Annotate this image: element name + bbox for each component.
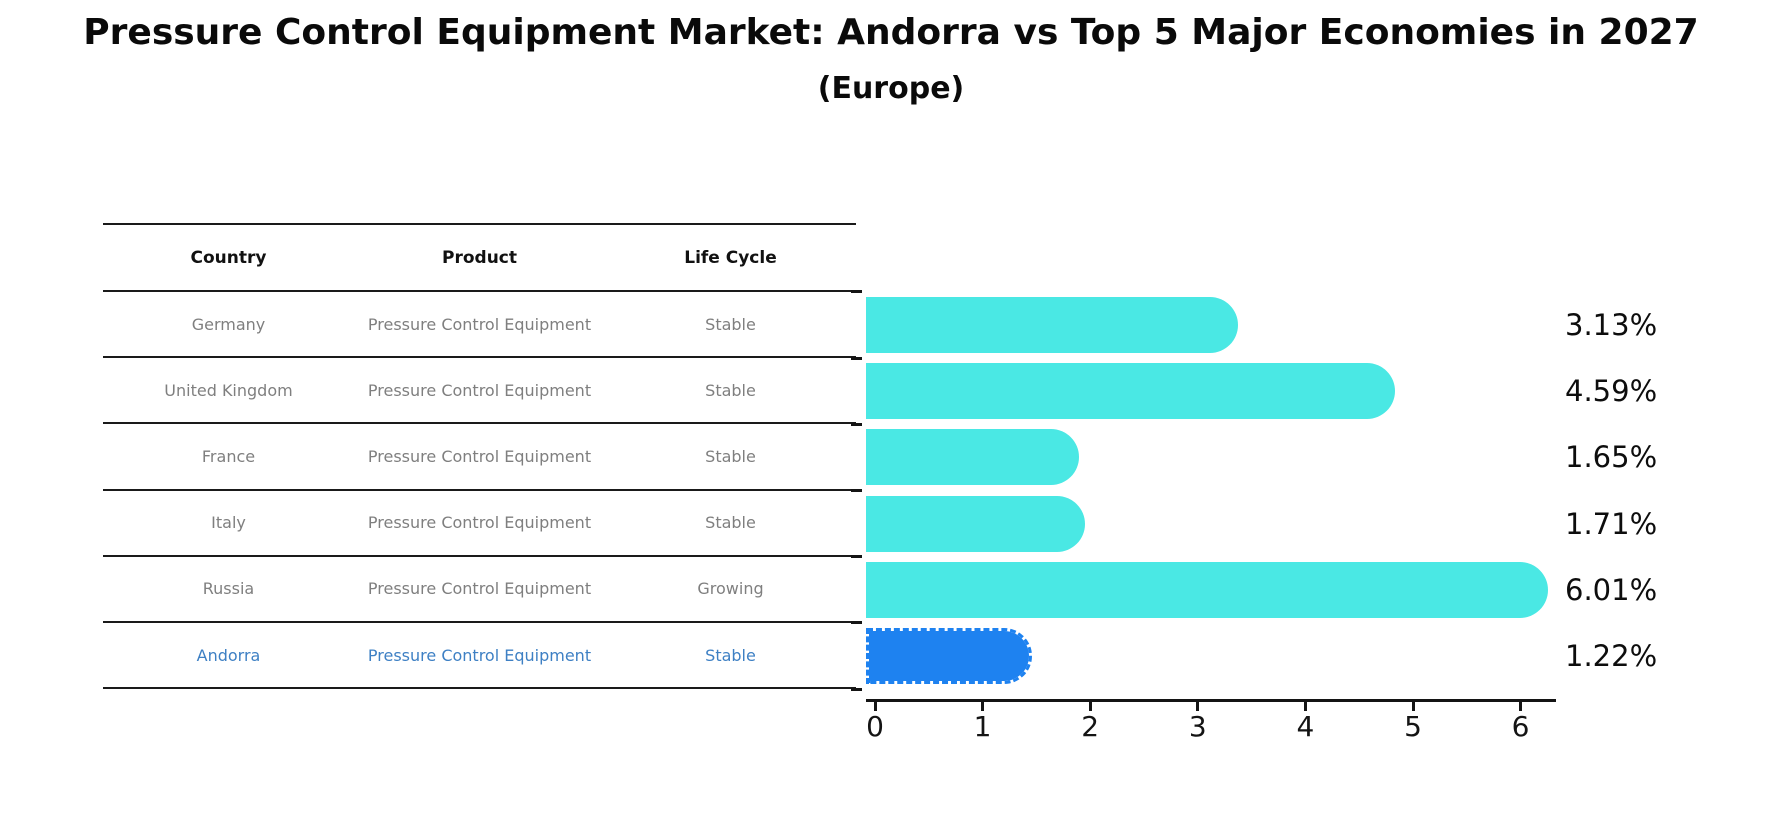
country-table: Country Product Life Cycle Germany Press… <box>103 223 856 690</box>
x-tick-mark <box>1088 699 1092 711</box>
y-tick-mark <box>851 290 862 294</box>
value-label: 3.13% <box>1565 308 1658 342</box>
x-tick-label: 2 <box>1081 710 1100 743</box>
country-cell: France <box>201 446 256 466</box>
bar-russia <box>866 561 1548 618</box>
value-label: 1.22% <box>1565 639 1658 673</box>
y-tick-mark <box>851 489 862 492</box>
country-cell: Russia <box>202 579 255 599</box>
y-tick-mark <box>851 356 862 360</box>
table-row: Russia Pressure Control Equipment Growin… <box>103 557 856 623</box>
life-cycle-cell: Stable <box>705 314 756 334</box>
country-cell: Italy <box>211 513 246 533</box>
bar-germany <box>866 297 1238 353</box>
column-header-country: Country <box>190 247 267 268</box>
table-row: France Pressure Control Equipment Stable <box>103 424 856 491</box>
country-cell: Germany <box>191 314 266 334</box>
x-tick-label: 4 <box>1296 710 1315 743</box>
x-tick-label: 0 <box>866 710 884 743</box>
bar-italy <box>866 495 1085 552</box>
table-row: Germany Pressure Control Equipment Stabl… <box>103 292 856 359</box>
life-cycle-cell: Stable <box>705 645 756 665</box>
y-tick-mark <box>851 422 862 426</box>
y-tick-mark <box>851 555 862 559</box>
column-header-product: Product <box>442 247 517 268</box>
bar-france <box>866 429 1079 486</box>
product-cell: Pressure Control Equipment <box>367 645 592 665</box>
country-cell: Andorra <box>196 645 261 665</box>
table-row-andorra-highlighted: Andorra Pressure Control Equipment Stabl… <box>103 623 856 690</box>
country-cell: United Kingdom <box>164 380 293 400</box>
life-cycle-cell: Stable <box>705 513 756 533</box>
table-row: Italy Pressure Control Equipment Stable <box>103 491 856 557</box>
x-tick-mark <box>873 699 877 711</box>
x-tick-mark <box>1519 699 1523 711</box>
value-label: 1.71% <box>1565 506 1658 541</box>
x-tick-label: 6 <box>1511 710 1530 743</box>
column-header-lifecycle: Life Cycle <box>684 247 777 268</box>
y-tick-mark <box>851 687 862 691</box>
x-tick-label: 3 <box>1188 710 1207 743</box>
life-cycle-cell: Growing <box>697 579 764 599</box>
x-tick-mark <box>981 699 985 711</box>
value-label: 1.65% <box>1565 440 1658 475</box>
chart-title: Pressure Control Equipment Market: Andor… <box>83 12 1699 53</box>
bar-united-kingdom <box>866 363 1395 420</box>
y-tick-mark <box>851 621 862 625</box>
value-label: 4.59% <box>1565 374 1658 409</box>
x-axis-line <box>866 699 1556 702</box>
table-row: United Kingdom Pressure Control Equipmen… <box>103 358 856 425</box>
product-cell: Pressure Control Equipment <box>367 314 592 334</box>
life-cycle-cell: Stable <box>705 380 756 400</box>
x-tick-mark <box>1411 699 1415 711</box>
x-tick-label: 1 <box>973 710 992 743</box>
x-tick-label: 5 <box>1404 710 1422 743</box>
chart-subtitle: (Europe) <box>817 71 965 106</box>
product-cell: Pressure Control Equipment <box>367 579 592 599</box>
product-cell: Pressure Control Equipment <box>367 380 592 400</box>
value-label: 6.01% <box>1565 572 1658 607</box>
bar-andorra-highlighted <box>866 628 1033 684</box>
life-cycle-cell: Stable <box>705 446 756 466</box>
x-tick-mark <box>1196 699 1200 711</box>
product-cell: Pressure Control Equipment <box>367 513 592 533</box>
table-header-row: Country Product Life Cycle <box>103 225 856 292</box>
x-tick-mark <box>1303 699 1307 711</box>
product-cell: Pressure Control Equipment <box>367 446 592 466</box>
